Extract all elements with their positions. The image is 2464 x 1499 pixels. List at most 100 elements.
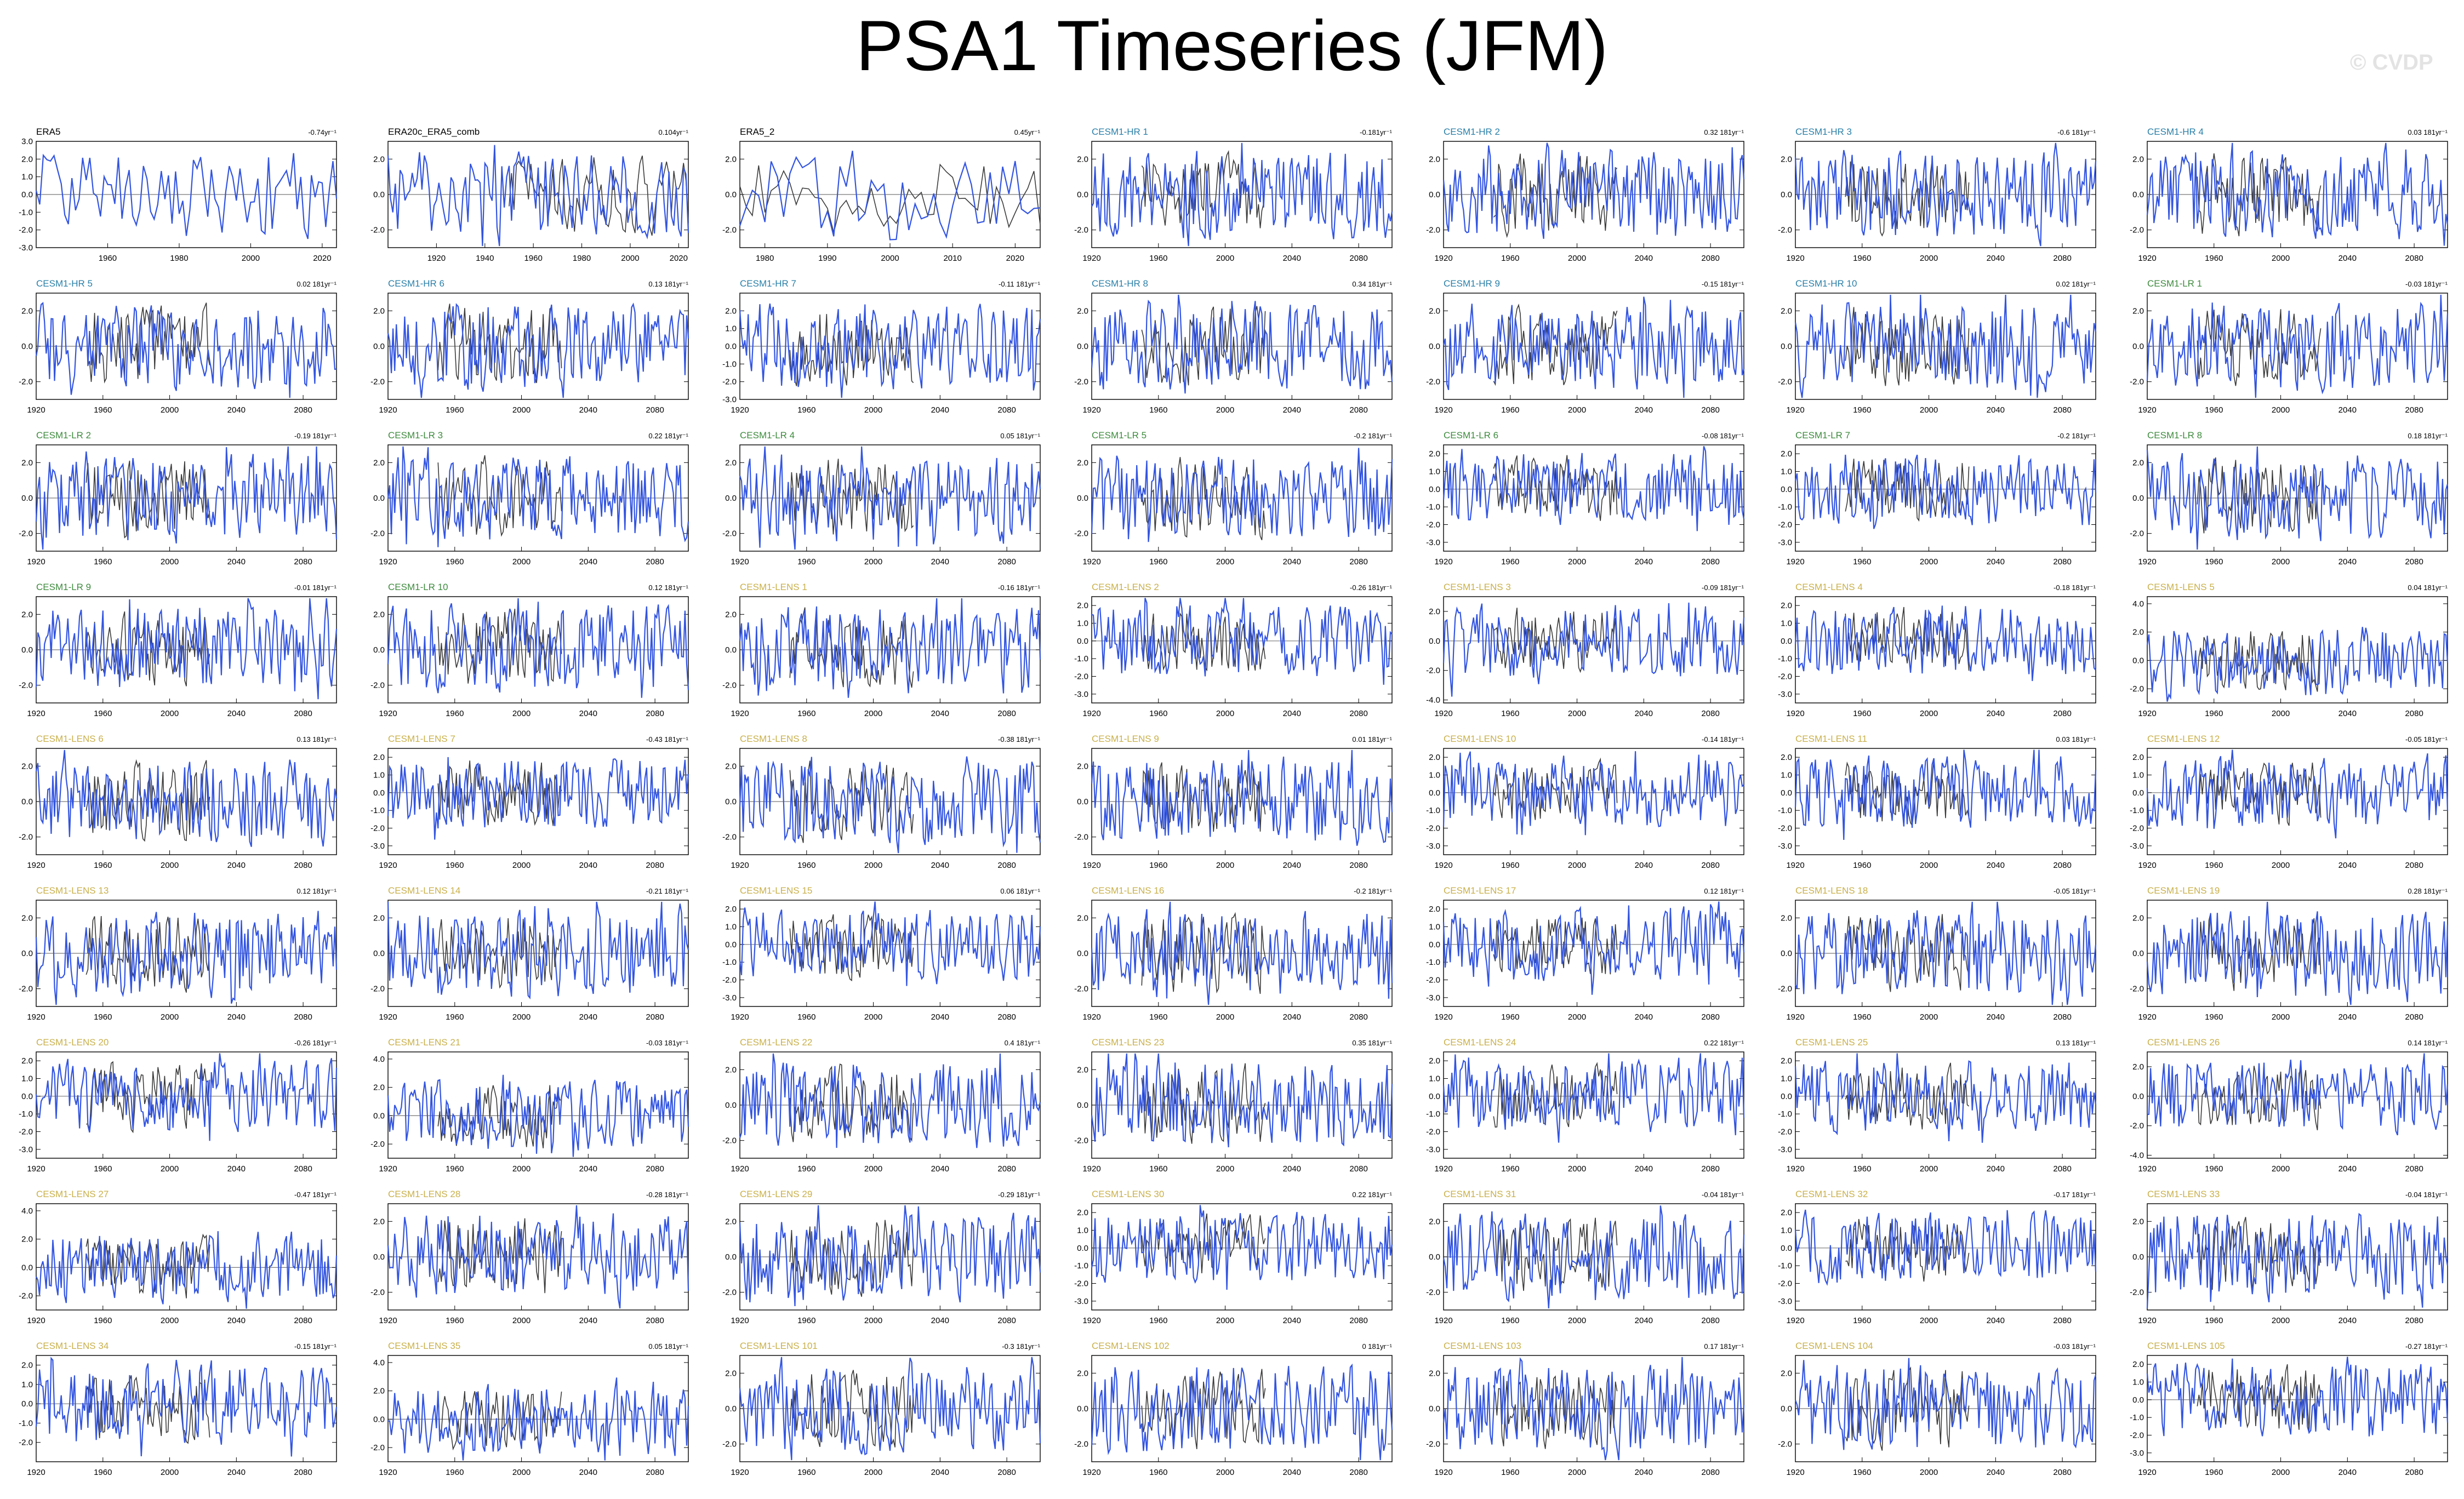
x-tick-label: 2000	[864, 709, 882, 718]
x-tick-label: 2000	[1216, 557, 1234, 567]
x-tick-label: 2000	[161, 557, 179, 567]
model-series-line	[2147, 1053, 2449, 1136]
x-tick-label: 1960	[94, 1468, 112, 1477]
x-tick-label: 2040	[579, 709, 597, 718]
y-tick-label: 0.0	[2132, 342, 2144, 351]
x-tick-label: 2080	[1701, 405, 1719, 415]
x-tick-label: 2000	[1216, 1468, 1234, 1477]
model-series-line	[35, 598, 338, 700]
chart-panel: CESM1-HR 1 -0.181yr⁻¹ 2.0 0.0 -2.0 1920 1960 20…	[1074, 127, 1393, 263]
model-series-line	[1794, 750, 2097, 840]
x-tick-label: 2080	[2053, 1012, 2071, 1022]
y-tick-label: -3.0	[19, 1145, 33, 1154]
x-tick-label: 2080	[1349, 709, 1367, 718]
y-tick-label: -2.0	[2130, 226, 2144, 235]
panel-title: CESM1-LENS 103	[1444, 1341, 1521, 1351]
model-series-line	[739, 1053, 1041, 1148]
x-tick-label: 2040	[1635, 1316, 1653, 1325]
y-tick-label: 0.0	[725, 494, 737, 503]
x-tick-label: 2040	[579, 1468, 597, 1477]
y-tick-label: -2.0	[1426, 1128, 1440, 1137]
model-series-line	[739, 901, 1041, 986]
y-tick-label: 0.0	[1781, 637, 1792, 646]
y-tick-label: -2.0	[2130, 377, 2144, 387]
model-series-line	[35, 1357, 338, 1457]
x-tick-label: 1960	[2205, 1468, 2223, 1477]
x-tick-label: 1960	[2205, 861, 2223, 870]
x-tick-label: 2080	[1701, 1164, 1719, 1174]
y-tick-label: 3.0	[21, 137, 33, 146]
panel-title: CESM1-LENS 19	[2147, 885, 2220, 896]
panel-title: CESM1-LR 4	[740, 430, 795, 440]
x-tick-label: 1920	[379, 709, 397, 718]
panel-title: CESM1-LENS 15	[740, 885, 812, 896]
observed-series-line	[85, 1233, 210, 1298]
x-tick-label: 2040	[227, 405, 246, 415]
chart-panel: CESM1-LENS 5 0.04 181yr⁻¹ 4.0 2.0 0.0 -2.0 192…	[2130, 582, 2449, 718]
model-series-line	[1794, 1209, 2097, 1286]
x-tick-label: 2040	[1987, 1012, 2005, 1022]
panel-title: CESM1-LENS 10	[1444, 734, 1516, 744]
y-tick-label: 1.0	[1429, 467, 1440, 477]
chart-panel: CESM1-LENS 34 -0.15 181yr⁻¹ 2.0 1.0 0.0 -1.0 -…	[19, 1341, 338, 1477]
y-tick-label: 2.0	[373, 753, 385, 762]
panel-trend: 0.22 181yr⁻¹	[1704, 1039, 1744, 1047]
x-tick-label: 1960	[2205, 709, 2223, 718]
model-series-line	[739, 598, 1041, 698]
y-tick-label: 2.0	[1781, 155, 1792, 164]
chart-panel: CESM1-LENS 14 -0.21 181yr⁻¹ 2.0 0.0 -2.0 1920…	[370, 885, 689, 1022]
y-tick-label: 2.0	[1781, 306, 1792, 316]
panel-trend: -0.2 181yr⁻¹	[1354, 887, 1392, 895]
x-tick-label: 1960	[1853, 861, 1871, 870]
observed-series-line	[1845, 307, 1970, 386]
x-tick-label: 1920	[731, 405, 749, 415]
x-tick-label: 2040	[579, 557, 597, 567]
observed-series-line	[789, 607, 914, 688]
x-tick-label: 2080	[646, 405, 664, 415]
chart-panel: CESM1-LENS 8 -0.38 181yr⁻¹ 2.0 0.0 -2.0 1920 1…	[722, 734, 1041, 870]
model-series-line	[1794, 901, 2097, 1005]
x-tick-label: 2040	[931, 557, 949, 567]
panel-trend: 0.18 181yr⁻¹	[2408, 432, 2448, 440]
x-tick-label: 1920	[1082, 1468, 1100, 1477]
model-series-line	[35, 911, 338, 1005]
panel-trend: 0.02 181yr⁻¹	[296, 280, 336, 288]
panel-frame	[1795, 1203, 2096, 1311]
x-tick-label: 2040	[1283, 557, 1301, 567]
y-tick-label: 0.0	[1077, 190, 1088, 199]
x-tick-label: 2000	[1920, 1012, 1938, 1022]
y-tick-label: 2.0	[21, 913, 33, 923]
y-tick-label: 1.0	[1429, 1074, 1440, 1084]
y-tick-label: 0.0	[1781, 1092, 1792, 1101]
panel-trend: 0.03 181yr⁻¹	[2408, 128, 2448, 136]
y-tick-label: -2.0	[370, 226, 385, 235]
x-tick-label: 1920	[2138, 1468, 2156, 1477]
y-tick-label: -2.0	[722, 1136, 737, 1146]
x-tick-label: 2000	[2272, 1468, 2290, 1477]
x-tick-label: 2080	[1349, 405, 1367, 415]
panel-trend: 0.06 181yr⁻¹	[1000, 887, 1040, 895]
x-tick-label: 1920	[1786, 1468, 1804, 1477]
chart-panel: CESM1-LENS 27 -0.47 181yr⁻¹ 4.0 2.0 0.0 -2.0 1…	[19, 1189, 338, 1325]
y-tick-label: 2.0	[1429, 306, 1440, 316]
panel-trend: 0.34 181yr⁻¹	[1352, 280, 1392, 288]
panel-title: CESM1-LENS 13	[36, 885, 109, 896]
chart-panel: CESM1-LENS 28 -0.28 181yr⁻¹ 2.0 0.0 -2.0 1920…	[370, 1189, 689, 1325]
x-tick-label: 2080	[1349, 1012, 1367, 1022]
y-tick-label: 2.0	[725, 155, 737, 164]
x-tick-label: 2000	[161, 1164, 179, 1174]
x-tick-label: 2020	[670, 254, 688, 263]
chart-panel: CESM1-LENS 30 0.22 181yr⁻¹ 2.0 1.0 0.0 -1.0 -2…	[1074, 1189, 1393, 1325]
y-tick-label: 0.0	[21, 1092, 33, 1101]
panel-title: ERA5_2	[740, 127, 774, 137]
x-tick-label: 2080	[1349, 1468, 1367, 1477]
y-tick-label: 2.0	[21, 1235, 33, 1244]
y-tick-label: -1.0	[1778, 1261, 1792, 1271]
panel-title: CESM1-LENS 23	[1092, 1037, 1164, 1048]
y-tick-label: -4.0	[2130, 1151, 2144, 1160]
panel-title: CESM1-HR 6	[388, 278, 444, 289]
x-tick-label: 1960	[2205, 254, 2223, 263]
panel-trend: 0.17 181yr⁻¹	[1704, 1342, 1744, 1351]
y-tick-label: -2.0	[1074, 1440, 1088, 1449]
x-tick-label: 1960	[797, 1316, 815, 1325]
